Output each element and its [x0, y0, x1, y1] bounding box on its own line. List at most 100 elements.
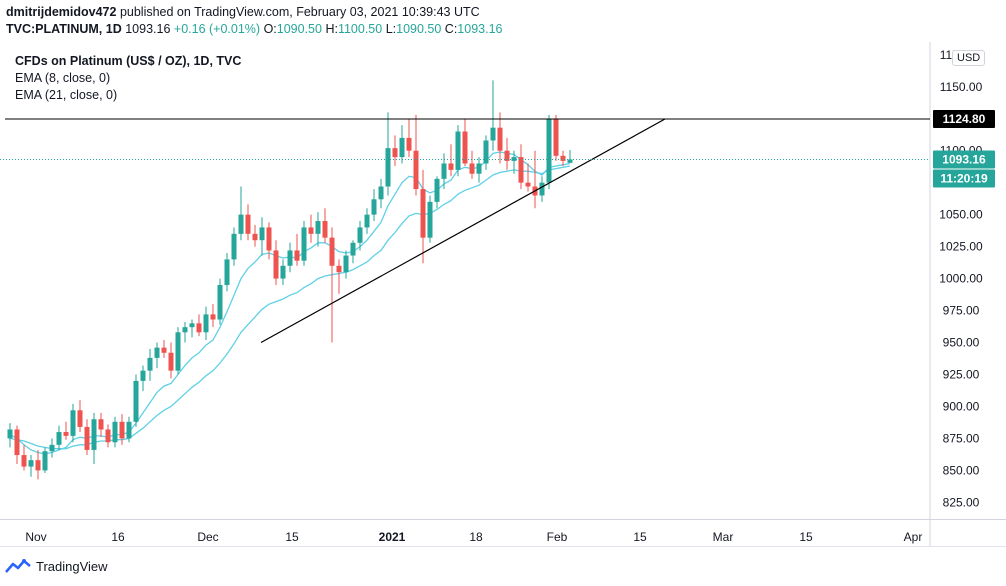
- candle-body: [525, 182, 531, 187]
- candle-body: [553, 118, 559, 156]
- price-tick-label: 900.00: [943, 399, 980, 413]
- symbol-name[interactable]: TVC:PLATINUM, 1D: [6, 22, 122, 36]
- horizontal-line-price-label-bg: [933, 109, 995, 128]
- price-tick-label: 850.00: [943, 463, 980, 477]
- candle: [21, 444, 27, 471]
- open-label: O:: [263, 22, 277, 36]
- candle: [560, 150, 566, 167]
- price-tick-label: 1150.00: [940, 80, 983, 94]
- horizontal-line-price-label-text: 1124.80: [943, 112, 986, 126]
- candle-body: [518, 157, 524, 183]
- candle: [294, 233, 300, 266]
- price-tick-label: 1050.00: [939, 208, 983, 222]
- high-value: 1100.50: [337, 22, 383, 36]
- candle: [329, 227, 335, 343]
- last-price-label: 1093.16: [933, 150, 995, 169]
- candle: [210, 304, 216, 328]
- ema-21-series: [9, 165, 571, 450]
- candle: [273, 240, 279, 285]
- candle-body: [280, 265, 286, 279]
- candle: [287, 242, 293, 273]
- currency-badge[interactable]: USD: [952, 50, 986, 66]
- candle-body: [350, 242, 356, 256]
- legend-ema-21[interactable]: EMA (21, close, 0): [15, 88, 118, 102]
- candle: [119, 414, 125, 445]
- candle-body: [140, 370, 146, 381]
- candle-body: [434, 178, 440, 202]
- candle-body: [112, 421, 118, 443]
- candle-body: [168, 352, 174, 371]
- candle-body: [287, 250, 293, 266]
- candle: [280, 259, 286, 285]
- price-tick-label: 1025.00: [939, 240, 983, 254]
- low-label: L:: [385, 22, 397, 36]
- candle-body: [189, 323, 195, 328]
- candle-body: [567, 159, 573, 163]
- price-labels: 1124.80 1093.16 11:20:19: [933, 109, 995, 188]
- tradingview-logo-icon: [5, 559, 31, 573]
- candle: [406, 118, 412, 158]
- candle: [231, 227, 237, 266]
- candle-body: [84, 426, 90, 450]
- price-tick-label: 875.00: [943, 431, 980, 445]
- candle: [28, 455, 34, 477]
- candle-body: [70, 410, 76, 436]
- time-axis[interactable]: Nov 16 Dec 15 2021 18 Feb 15 Mar 15 Apr: [25, 530, 922, 544]
- candle-body: [91, 419, 97, 450]
- candle: [476, 157, 482, 183]
- legend-ema-8[interactable]: EMA (8, close, 0): [15, 71, 111, 85]
- candle: [196, 314, 202, 337]
- candle-body: [343, 255, 349, 273]
- candle-body: [413, 150, 419, 190]
- author-name[interactable]: dmitrijdemidov472: [6, 5, 117, 19]
- time-tick-label: 2021: [379, 530, 406, 544]
- price-tick-label: 825.00: [943, 495, 980, 509]
- candle: [413, 114, 419, 196]
- candle: [301, 221, 307, 266]
- time-tick-label: Feb: [547, 530, 568, 544]
- candle: [42, 447, 48, 473]
- candle-body: [315, 221, 321, 234]
- candle-body: [273, 250, 279, 279]
- candle-body: [546, 118, 552, 183]
- candle: [14, 425, 20, 465]
- candle: [147, 348, 153, 381]
- candle: [553, 114, 559, 161]
- last-price-label-text: 1093.16: [942, 152, 986, 166]
- candle: [371, 189, 377, 222]
- candle: [315, 212, 321, 247]
- candle: [266, 222, 272, 260]
- candle-body: [392, 148, 398, 158]
- chart-legend-title[interactable]: CFDs on Platinum (US$ / OZ), 1D, TVC: [15, 54, 242, 68]
- candle-body: [203, 314, 209, 333]
- candle-body: [35, 460, 41, 471]
- candle: [154, 342, 160, 369]
- candle: [252, 224, 258, 247]
- plot-area[interactable]: [0, 42, 930, 519]
- candle: [112, 416, 118, 448]
- candle: [385, 112, 391, 196]
- candle-body: [133, 380, 139, 422]
- candle: [427, 195, 433, 243]
- candles-series: [7, 80, 573, 480]
- candle: [49, 438, 55, 458]
- candle: [434, 176, 440, 209]
- candle: [189, 319, 195, 338]
- candle: [182, 322, 188, 343]
- candle: [357, 221, 363, 251]
- time-tick-label: Mar: [713, 530, 734, 544]
- candle-body: [224, 259, 230, 285]
- candle-body: [175, 332, 181, 371]
- candle: [546, 114, 552, 190]
- candle: [448, 144, 454, 177]
- candle-body: [98, 419, 104, 430]
- candle-body: [238, 214, 244, 234]
- last-price-label-bg: [933, 150, 995, 169]
- tradingview-brand[interactable]: TradingView: [4, 558, 108, 574]
- candle: [175, 327, 181, 375]
- candle-body: [427, 201, 433, 238]
- drawings-layer[interactable]: [0, 118, 930, 344]
- candle: [455, 125, 461, 177]
- candle-body: [378, 186, 384, 200]
